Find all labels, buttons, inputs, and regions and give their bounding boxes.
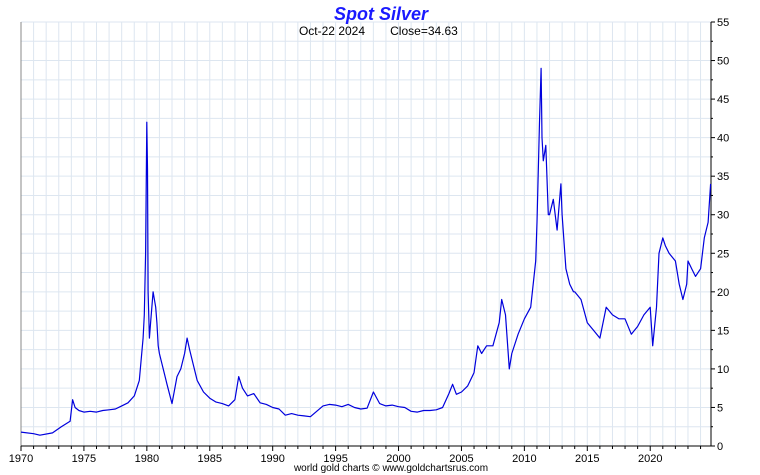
x-tick-label: 2005 — [449, 453, 473, 465]
y-tick-label: 5 — [717, 402, 723, 414]
y-tick-label: 15 — [717, 325, 729, 337]
x-tick-label: 1980 — [135, 453, 159, 465]
axes — [20, 21, 715, 451]
y-tick-label: 55 — [717, 17, 729, 29]
x-tick-label: 1975 — [72, 453, 96, 465]
chart-title: Spot Silver — [334, 4, 429, 24]
y-tick-label: 40 — [717, 133, 729, 145]
y-tick-label: 50 — [717, 56, 729, 68]
x-tick-label: 2020 — [638, 453, 662, 465]
y-tick-label: 35 — [717, 171, 729, 183]
x-tick-label: 1985 — [198, 453, 222, 465]
x-tick-label: 1970 — [9, 453, 33, 465]
subtitle-close: Close=34.63 — [390, 24, 458, 38]
x-tick-label: 1995 — [323, 453, 347, 465]
y-tick-label: 20 — [717, 287, 729, 299]
x-tick-label: 2010 — [512, 453, 536, 465]
series — [20, 67, 712, 436]
y-tick-label: 10 — [717, 364, 729, 376]
x-tick-label: 2000 — [386, 453, 410, 465]
x-tick-label: 1990 — [260, 453, 284, 465]
y-tick-label: 30 — [717, 210, 729, 222]
y-tick-label: 25 — [717, 248, 729, 260]
y-tick-label: 0 — [717, 441, 723, 453]
y-tick-label: 45 — [717, 94, 729, 106]
footer-credit: world gold charts © www.goldchartsrus.co… — [293, 463, 488, 474]
x-tick-label: 2015 — [575, 453, 599, 465]
subtitle-date: Oct-22 2024 — [299, 24, 365, 38]
silver-price-line — [20, 67, 712, 436]
grid — [20, 21, 711, 447]
tick-labels: 1970 1975 1980 1985 1990 1995 2000 2005 2010 2015… — [9, 17, 729, 465]
